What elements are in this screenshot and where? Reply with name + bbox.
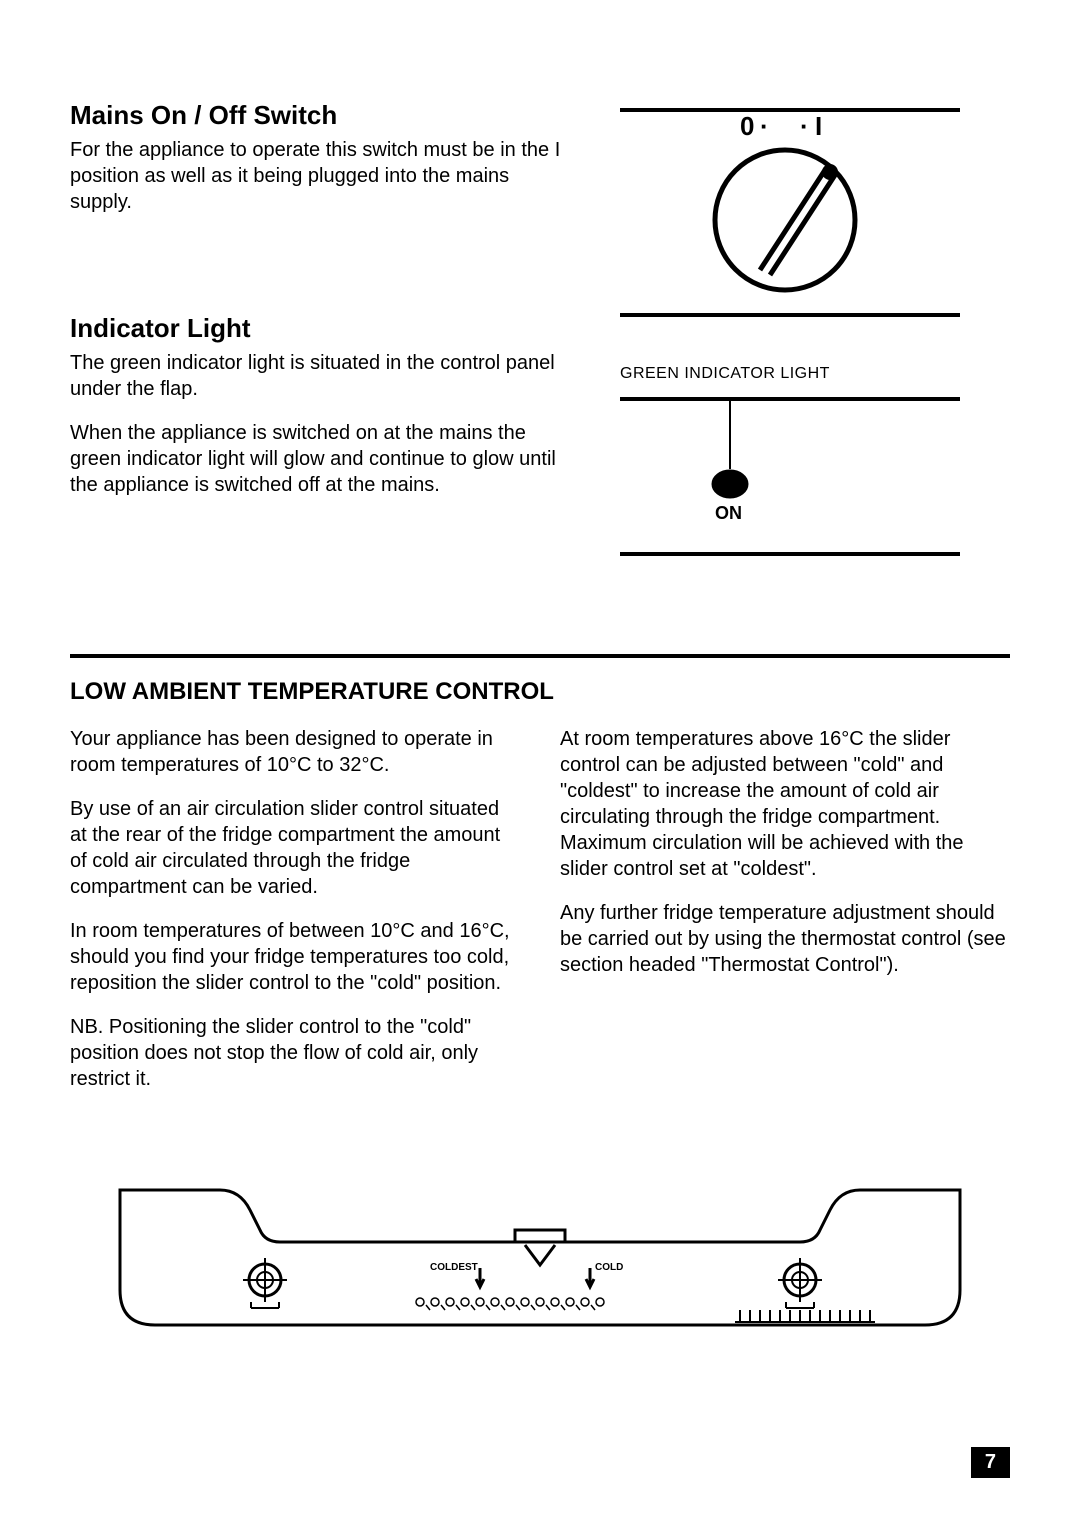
para-mains-switch: For the appliance to operate this switch…: [70, 137, 570, 215]
svg-text:·: ·: [760, 111, 769, 141]
p-l3: In room temperatures of between 10°C and…: [70, 918, 520, 996]
slider-panel-icon: COLDEST COLD: [100, 1170, 980, 1350]
figure-dial: 0 · · I: [610, 100, 1010, 335]
on-label: ON: [715, 503, 742, 523]
label-cold: COLD: [595, 1262, 623, 1273]
figure-slider-panel: COLDEST COLD: [70, 1170, 1010, 1350]
divider: [70, 654, 1010, 658]
dial-label-0: 0: [740, 111, 754, 141]
col-right: At room temperatures above 16°C the slid…: [560, 726, 1010, 1110]
p-r1: At room temperatures above 16°C the slid…: [560, 726, 1010, 882]
heading-low-ambient: LOW AMBIENT TEMPERATURE CONTROL: [70, 678, 1010, 706]
p-l1: Your appliance has been designed to oper…: [70, 726, 520, 778]
indicator-light-icon: ON: [610, 389, 970, 569]
dial-icon: 0 · · I: [610, 100, 970, 330]
right-column: 0 · · I GREEN INDICATOR LIGHT: [610, 100, 1010, 604]
left-column: Mains On / Off Switch For the appliance …: [70, 100, 570, 604]
heading-mains-switch: Mains On / Off Switch: [70, 100, 570, 131]
page-number: 7: [971, 1447, 1010, 1478]
p-r2: Any further fridge temperature adjustmen…: [560, 900, 1010, 978]
dial-label-I: I: [815, 111, 822, 141]
col-left: Your appliance has been designed to oper…: [70, 726, 520, 1110]
label-coldest: COLDEST: [430, 1262, 478, 1273]
two-column-body: Your appliance has been designed to oper…: [70, 726, 1010, 1110]
top-section: Mains On / Off Switch For the appliance …: [70, 100, 1010, 604]
p-l4: NB. Positioning the slider control to th…: [70, 1014, 520, 1092]
svg-text:·: ·: [800, 111, 809, 141]
figure-indicator-light: GREEN INDICATOR LIGHT ON: [610, 365, 1010, 574]
heading-indicator-light: Indicator Light: [70, 313, 570, 344]
p-l2: By use of an air circulation slider cont…: [70, 796, 520, 900]
para-indicator-2: When the appliance is switched on at the…: [70, 420, 570, 498]
label-green-indicator: GREEN INDICATOR LIGHT: [620, 365, 1010, 383]
para-indicator-1: The green indicator light is situated in…: [70, 350, 570, 402]
